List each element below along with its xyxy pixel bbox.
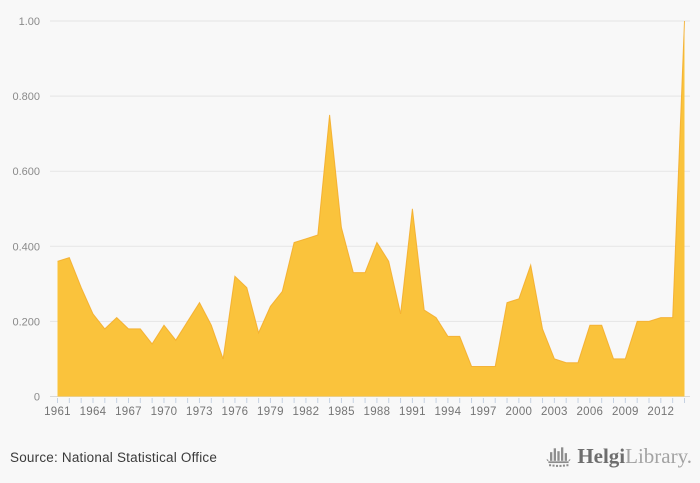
x-axis-label: 1979 [257, 406, 284, 418]
logo-text-library: Library. [625, 444, 692, 468]
y-axis-label: 0.600 [12, 166, 40, 178]
area-series-edge [57, 20, 685, 367]
y-axis-label: 0.400 [12, 241, 40, 253]
y-axis-label: 0.800 [12, 91, 40, 103]
x-axis-label: 1988 [364, 406, 391, 418]
x-axis-label: 1970 [151, 406, 178, 418]
x-axis-label: 2000 [505, 406, 532, 418]
y-axis-label: 1.00 [19, 16, 40, 28]
x-axis-label: 2006 [576, 406, 603, 418]
source-caption: Source: National Statistical Office [10, 450, 218, 465]
x-axis-label: 1967 [115, 406, 142, 418]
y-axis-label: 0 [34, 392, 40, 404]
x-axis-label: 1985 [328, 406, 355, 418]
x-axis-label: 1991 [399, 406, 426, 418]
area-chart-svg: 1.00 0.800 0.600 0.400 0.200 0 1961 1964 1967 197… [12, 16, 690, 418]
y-axis-label: 0.200 [12, 316, 40, 328]
area-series [57, 21, 685, 397]
x-axis-label: 1973 [186, 406, 213, 418]
x-axis-label: 1976 [222, 406, 249, 418]
area-chart: 1.00 0.800 0.600 0.400 0.200 0 1961 1964 1967 197… [12, 16, 690, 418]
helgi-library-logo: HelgiLibrary. [545, 443, 692, 470]
x-axis-label: 2003 [541, 406, 568, 418]
x-axis-label: 2012 [647, 406, 674, 418]
logo-text-helgi: Helgi [577, 444, 626, 468]
logo-wordmark: HelgiLibrary. [577, 446, 692, 467]
x-axis-label: 1964 [80, 406, 107, 418]
x-axis-label: 1961 [44, 406, 71, 418]
x-axis-label: 1994 [434, 406, 461, 418]
x-axis-label: 1982 [293, 406, 320, 418]
x-axis-label: 2009 [612, 406, 639, 418]
x-axis-label: 1997 [470, 406, 497, 418]
chart-footer: Source: National Statistical Office [0, 430, 700, 483]
viking-ship-icon [547, 447, 571, 467]
